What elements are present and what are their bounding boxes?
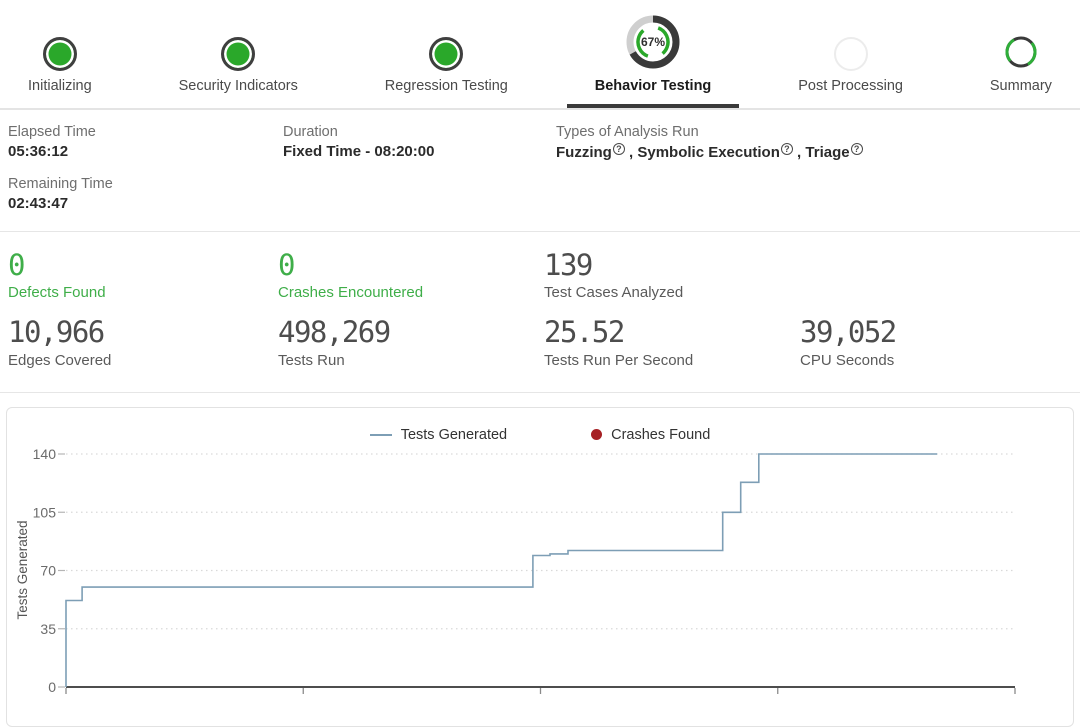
stat-label: Tests Run [278,351,345,369]
step-label: Summary [989,78,1052,94]
stat-defects-found: 0 Defects Found [8,248,278,302]
svg-text:0: 0 [48,679,56,695]
stat-label: Crashes Encountered [278,284,424,302]
stat-value: 25.52 [544,315,625,350]
remaining-time-value: 02:43:47 [8,195,69,212]
stat-value: 498,269 [278,315,391,350]
dot-swatch-icon [591,429,603,440]
step-summary[interactable]: Summary [962,0,1080,108]
analysis-type: Fuzzing [556,144,612,161]
help-icon[interactable]: ? [612,143,625,155]
analysis-column: Types of Analysis Run Fuzzing? , Symboli… [556,124,1080,231]
elapsed-time-label: Elapsed Time [8,124,96,140]
progress-donut-icon: 67% [626,15,680,69]
legend-crashes-found[interactable]: Crashes Found [591,427,710,443]
time-column: Elapsed Time 05:36:12 Remaining Time 02:… [8,124,283,231]
progress-percent: 67% [641,35,665,49]
stat-value: 0 [278,248,295,282]
stat-label: Edges Covered [8,351,112,369]
elapsed-time-field: Elapsed Time 05:36:12 [8,124,283,160]
line-chart: 0 35 70 105 140 Tests Generated [15,446,1016,695]
step-label: Security Indicators [178,78,298,94]
step-post-processing[interactable]: Post Processing [770,0,931,108]
line-swatch-icon [369,433,392,436]
step-label: Post Processing [798,78,903,94]
tests-generated-chart-panel: Tests Generated Crashes Found 0 35 70 105 14… [6,407,1074,727]
step-complete-icon [42,37,77,71]
remaining-time-label: Remaining Time [8,176,113,192]
svg-text:105: 105 [33,504,57,520]
stat-value: 139 [544,248,593,282]
stats-section: 0 Defects Found 0 Crashes Encountered 13… [0,232,1080,393]
step-complete-icon [429,37,464,71]
duration-value: Fixed Time - 08:20:00 [283,143,435,160]
stat-label: CPU Seconds [800,351,895,369]
legend-tests-generated[interactable]: Tests Generated [369,426,508,443]
step-label: Initializing [28,78,92,94]
help-icon[interactable]: ? [850,143,863,155]
progress-stepper: Initializing Security Indicators Regress… [0,0,1080,110]
stat-cpu-seconds: 39,052 CPU Seconds [800,315,1080,369]
step-complete-icon [221,37,256,71]
stat-tests-run: 498,269 Tests Run [278,315,544,369]
legend-label: Tests Generated [400,426,508,443]
stat-crashes-encountered: 0 Crashes Encountered [278,248,544,302]
stat-label: Test Cases Analyzed [544,284,684,302]
stat-value: 39,052 [800,315,897,350]
analysis-type: Triage [805,144,850,161]
step-regression-testing[interactable]: Regression Testing [357,0,536,108]
analysis-types-field: Types of Analysis Run Fuzzing? , Symboli… [556,124,1080,161]
stat-edges-covered: 10,966 Edges Covered [8,315,278,369]
stat-label: Defects Found [8,284,106,302]
help-icon[interactable]: ? [780,143,793,155]
step-spinner-icon [1005,36,1037,68]
stat-test-cases-analyzed: 139 Test Cases Analyzed [544,248,800,302]
duration-label: Duration [283,124,338,140]
duration-column: Duration Fixed Time - 08:20:00 [283,124,556,231]
step-initializing[interactable]: Initializing [0,0,120,108]
svg-text:70: 70 [40,563,56,579]
stat-value: 10,966 [8,315,105,350]
separator: , [624,144,638,161]
svg-text:140: 140 [33,446,57,462]
step-behavior-testing[interactable]: 67% Behavior Testing [566,0,740,108]
step-label: Behavior Testing [594,78,712,94]
stat-value: 0 [8,248,25,282]
separator: , [792,144,806,161]
duration-field: Duration Fixed Time - 08:20:00 [283,124,556,160]
run-info-section: Elapsed Time 05:36:12 Remaining Time 02:… [0,110,1080,232]
stat-label: Tests Run Per Second [544,351,694,369]
analysis-type: Symbolic Execution [637,144,780,161]
analysis-types-value: Fuzzing? , Symbolic Execution? , Triage? [556,143,1080,161]
elapsed-time-value: 05:36:12 [8,143,69,160]
step-security-indicators[interactable]: Security Indicators [151,0,326,108]
remaining-time-field: Remaining Time 02:43:47 [8,176,283,212]
svg-text:Tests Generated: Tests Generated [15,520,30,619]
svg-text:35: 35 [40,621,56,637]
stats-row-1: 0 Defects Found 0 Crashes Encountered 13… [8,248,1080,302]
legend-label: Crashes Found [611,426,711,443]
stats-row-2: 10,966 Edges Covered 498,269 Tests Run 2… [8,315,1080,369]
step-pending-icon [833,37,868,71]
stat-tests-per-second: 25.52 Tests Run Per Second [544,315,800,369]
analysis-types-label: Types of Analysis Run [556,124,699,140]
step-label: Regression Testing [384,78,508,94]
chart-legend: Tests Generated Crashes Found [7,408,1073,444]
